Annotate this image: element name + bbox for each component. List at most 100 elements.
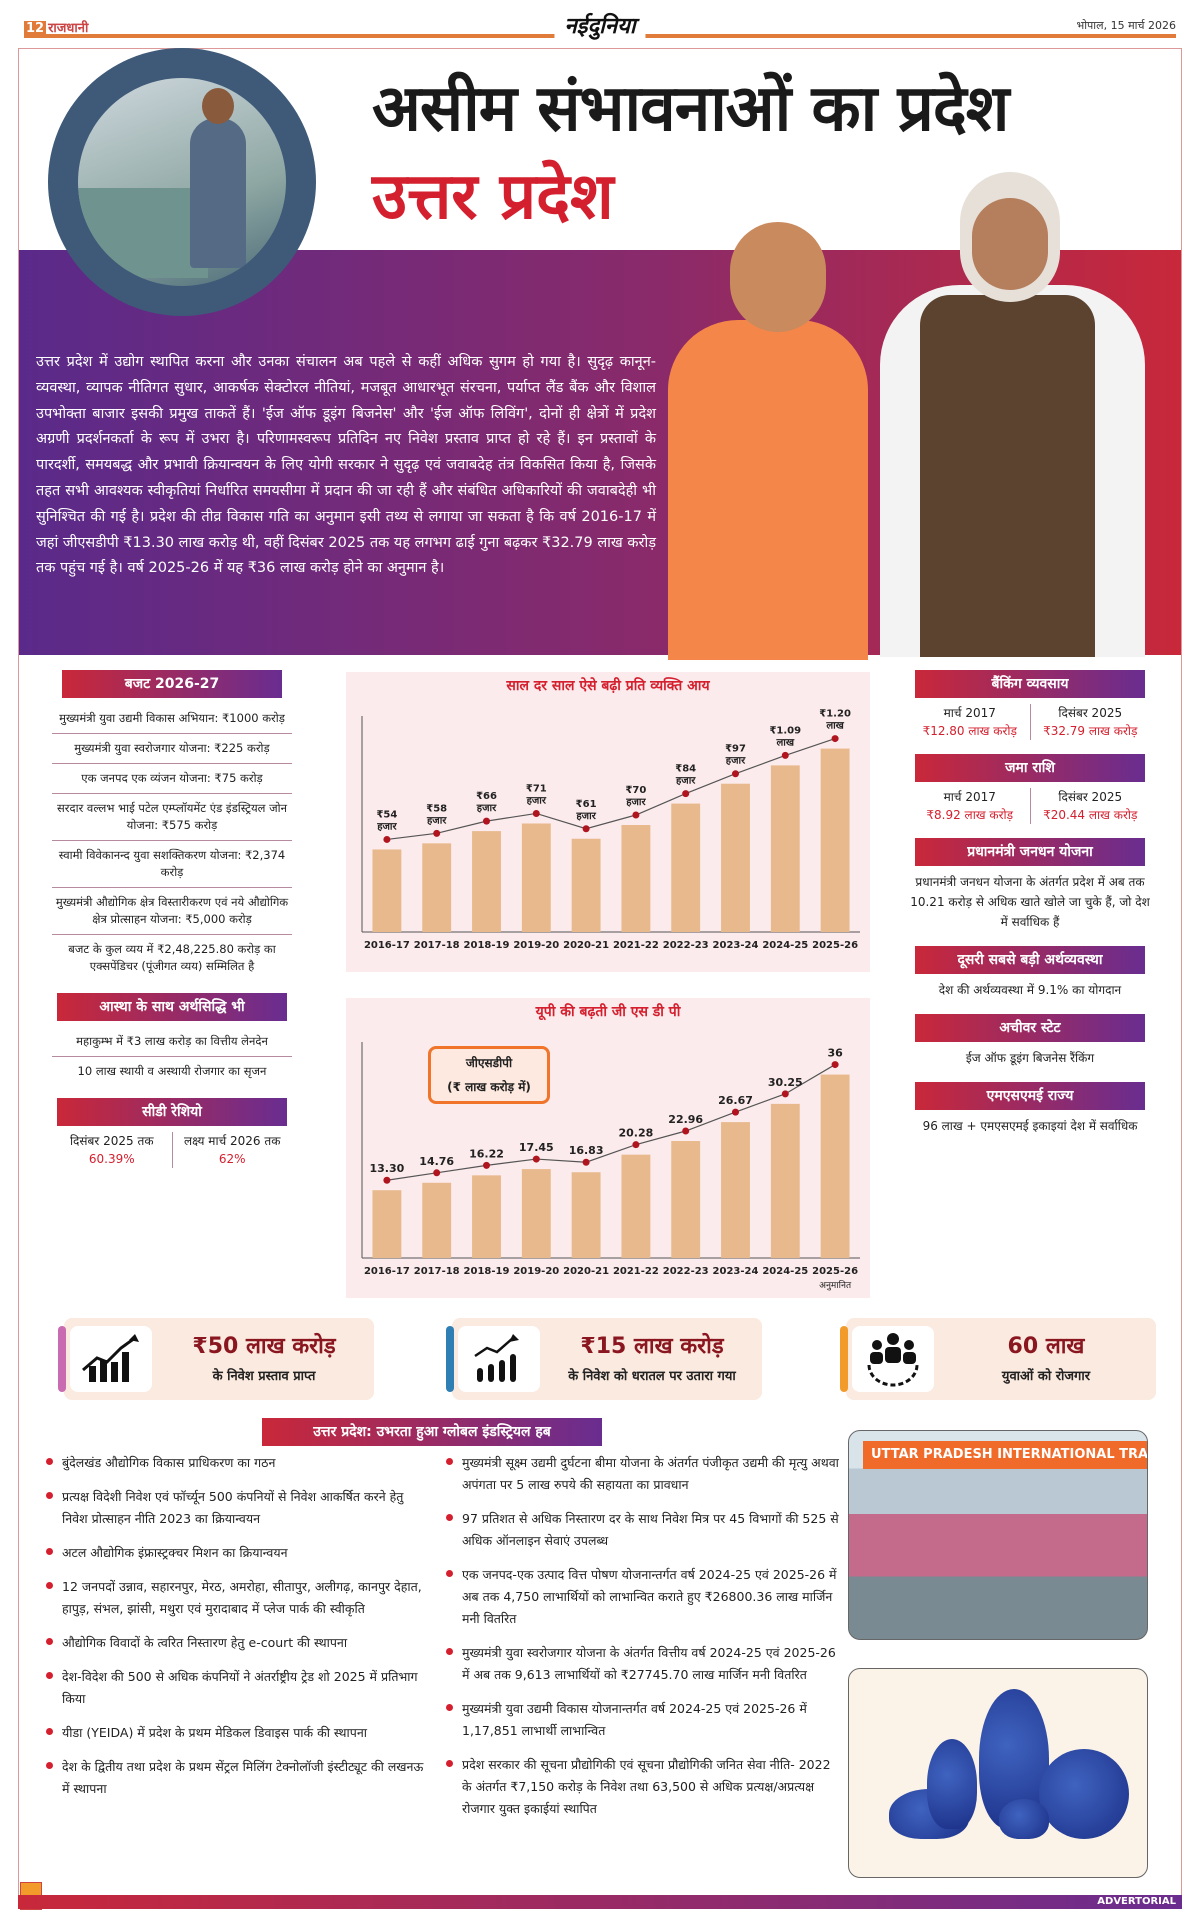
chart-title: साल दर साल ऐसे बढ़ी प्रति व्यक्ति आय	[506, 678, 710, 694]
stat-label: के निवेश को धरातल पर उतारा गया	[568, 1369, 736, 1384]
data-label-unit: हजार	[376, 821, 397, 832]
data-point	[781, 1090, 789, 1098]
stat-card-youth-employment: 60 लाख युवाओं को रोजगार	[840, 1318, 1156, 1400]
data-point	[632, 1141, 640, 1149]
data-point	[732, 1108, 739, 1116]
data-label-unit: हजार	[426, 815, 447, 826]
stat-cards: ₹50 लाख करोड़ के निवेश प्रस्ताव प्राप्त …	[56, 1318, 1156, 1400]
bar	[422, 1182, 452, 1258]
stat-accent	[58, 1326, 66, 1392]
x-tick-label: 2017-18	[414, 940, 460, 951]
data-point	[582, 825, 590, 833]
stat-label: युवाओं को रोजगार	[1001, 1369, 1091, 1384]
stat-accent	[840, 1326, 848, 1392]
industrial-hub-list-right: मुख्यमंत्री सूक्ष्म उद्यमी दुर्घटना बीमा…	[440, 1452, 840, 1832]
headline-state: उत्तर प्रदेश	[372, 160, 614, 234]
x-tick-label: 2020-21	[563, 940, 609, 951]
team-gear-icon	[852, 1326, 934, 1392]
chart-canvas: 2016-17 2017-18 2018-19 2019-20 2020-21 2021-…	[361, 709, 860, 951]
data-point	[383, 835, 391, 843]
industrial-hub-section: उत्तर प्रदेश: उभरता हुआ ग्लोबल इंडस्ट्रि…	[262, 1418, 602, 1452]
bar	[621, 824, 651, 932]
stat-label: के निवेश प्रस्ताव प्राप्त	[212, 1369, 316, 1384]
bar	[721, 783, 750, 932]
left-column: बजट 2026-27 मुख्यमंत्री युवा उद्यमी विका…	[52, 670, 292, 1168]
bar	[770, 765, 800, 932]
data-label-unit: हजार	[476, 803, 497, 814]
footer-bar: ADVERTORIAL	[18, 1895, 1182, 1909]
bar	[820, 1074, 850, 1258]
x-tick-label: 2019-20	[513, 940, 559, 951]
bar	[372, 1190, 402, 1258]
x-tick-label: 2024-25	[762, 1266, 808, 1277]
x-tick-label: 2025-26	[812, 1266, 858, 1277]
list-item: यीडा (YEIDA) में प्रदेश के प्रथम मेडिकल …	[40, 1722, 430, 1744]
section-name: राजधानी	[48, 21, 89, 36]
growth-chart-icon	[70, 1326, 152, 1392]
economy-text: देश की अर्थव्यवस्था में 9.1% का योगदान	[938, 983, 1122, 997]
x-tick-label: 2017-18	[414, 1266, 460, 1277]
data-point	[532, 809, 540, 817]
bar	[621, 1154, 651, 1258]
chart-canvas: 2016-17 2017-18 2018-19 2019-20 2020-21 2021-…	[361, 1042, 860, 1291]
bar	[372, 849, 402, 932]
x-tick-label: 2025-26	[812, 940, 858, 951]
list-item: बुंदेलखंड औद्योगिक विकास प्राधिकरण का गठ…	[40, 1452, 430, 1474]
pottery-bowl	[999, 1799, 1049, 1839]
data-label: ₹84	[675, 764, 696, 775]
data-label-unit: हजार	[625, 797, 646, 808]
economy-heading: दूसरी सबसे बड़ी अर्थव्यवस्था	[915, 946, 1145, 974]
cd-ratio-left-value: 60.39%	[88, 1152, 135, 1166]
jandhan-text: प्रधानमंत्री जनधन योजना के अंतर्गत प्रदे…	[910, 875, 1150, 929]
bar	[521, 1169, 551, 1258]
stat-card-grounded-investment: ₹15 लाख करोड़ के निवेश को धरातल पर उतारा…	[446, 1318, 762, 1400]
deposits-right-label: दिसंबर 2025	[1058, 790, 1123, 804]
investment-bars-icon	[458, 1326, 540, 1392]
chart-title: यूपी की बढ़ती जी एस डी पी	[535, 1004, 681, 1020]
gear-icon	[62, 62, 302, 302]
banking-left-label: मार्च 2017	[943, 706, 996, 720]
x-tick-label: 2024-25	[762, 940, 808, 951]
budget-item: बजट के कुल व्यय में ₹2,48,225.80 करोड़ क…	[68, 942, 276, 973]
list-item: प्रत्यक्ष विदेशी निवेश एवं फॉर्च्यून 500…	[40, 1486, 430, 1530]
lathe-machine-shape	[78, 188, 208, 278]
cd-ratio-heading: सीडी रेशियो	[57, 1098, 287, 1126]
x-tick-label: 2020-21	[563, 1266, 609, 1277]
budget-item: एक जनपद एक व्यंजन योजना: ₹75 करोड़	[52, 764, 292, 794]
data-point	[682, 1127, 690, 1135]
x-tick-label: 2018-19	[464, 1266, 510, 1277]
faith-item: महाकुम्भ में ₹3 लाख करोड़ का वित्तीय लेन…	[52, 1027, 292, 1057]
x-tick-label: 2019-20	[513, 1266, 559, 1277]
budget-heading: बजट 2026-27	[62, 670, 282, 698]
budget-item: सरदार वल्लभ भाई पटेल एम्प्लॉयमेंट एंड इं…	[52, 794, 292, 841]
data-label-unit: लाख	[825, 721, 844, 732]
data-point	[483, 817, 490, 825]
data-label: 13.30	[370, 1162, 405, 1175]
data-label-unit: हजार	[575, 811, 596, 822]
bar	[671, 803, 701, 932]
bar	[721, 1122, 750, 1258]
data-point	[433, 1169, 441, 1177]
data-point	[532, 1155, 540, 1163]
data-label-unit: हजार	[675, 776, 696, 787]
bar	[571, 1172, 601, 1258]
banking-values: मार्च 2017 ₹12.80 लाख करोड़ दिसंबर 2025 ₹3…	[910, 704, 1150, 740]
pottery-vase	[927, 1739, 977, 1829]
trade-show-sign: UTTAR PRADESH INTERNATIONAL TRADE SHOW	[863, 1441, 1147, 1469]
budget-item: मुख्यमंत्री औद्योगिक क्षेत्र विस्तारीकरण…	[52, 888, 292, 935]
stat-value: ₹15 लाख करोड़	[580, 1334, 724, 1359]
data-label: ₹70	[625, 785, 646, 796]
deposits-right-value: ₹20.44 लाख करोड़	[1043, 808, 1138, 822]
pottery-plate	[1039, 1749, 1129, 1839]
data-point	[831, 1061, 839, 1069]
deposits-values: मार्च 2017 ₹8.92 लाख करोड़ दिसंबर 2025 ₹20…	[910, 788, 1150, 824]
worker-photo	[78, 78, 286, 286]
trade-show-photo: UTTAR PRADESH INTERNATIONAL TRADE SHOW	[848, 1430, 1148, 1640]
x-tick-label: 2022-23	[663, 1266, 709, 1277]
per-capita-income-chart: साल दर साल ऐसे बढ़ी प्रति व्यक्ति आय 201…	[346, 672, 870, 972]
data-point	[383, 1176, 391, 1184]
dateline: भोपाल, 15 मार्च 2026	[1076, 19, 1176, 32]
data-label: 36	[827, 1047, 843, 1060]
list-item: मुख्यमंत्री युवा उद्यमी विकास योजनान्तर्…	[440, 1698, 840, 1742]
bar	[472, 831, 501, 932]
